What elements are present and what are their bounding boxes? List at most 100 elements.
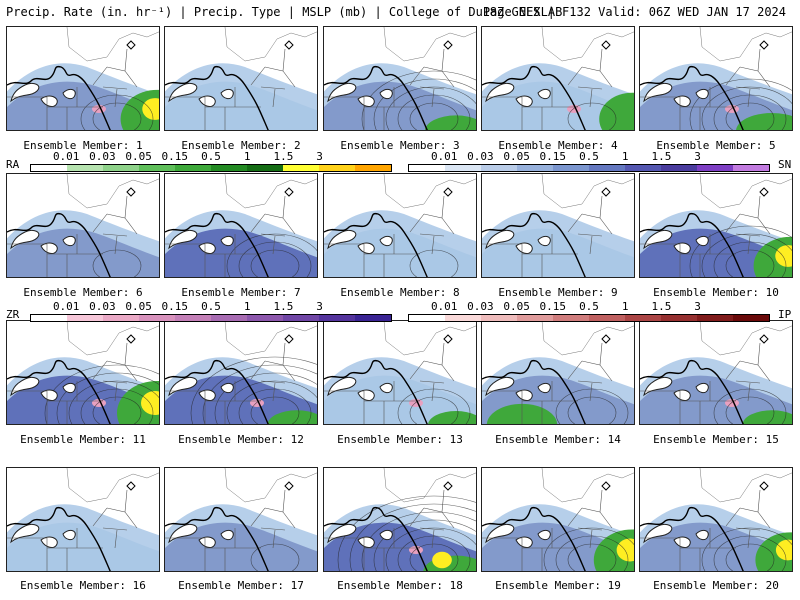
snow-legend-bar	[408, 164, 770, 172]
legend-tick-label: 1.5	[651, 150, 672, 163]
legend-swatch	[31, 315, 67, 321]
legend-swatch	[697, 165, 733, 171]
legend-swatch	[553, 165, 589, 171]
ensemble-member-label: Ensemble Member: 8	[340, 286, 460, 299]
legend-swatch	[517, 165, 553, 171]
ensemble-member-map	[481, 26, 635, 131]
ensemble-member-label: Ensemble Member: 7	[181, 286, 301, 299]
legend-tick-label: 1	[243, 150, 251, 163]
freezing-rain-legend: ZR 0.01 0.03 0.05 0.15 0.5 1 1.5 3	[0, 300, 400, 330]
legend-swatch	[355, 165, 391, 171]
legend-tick-label: 0.01	[430, 300, 458, 313]
legend-swatch	[661, 165, 697, 171]
ensemble-member-label: Ensemble Member: 2	[181, 139, 301, 152]
legend-tick-label: 0.5	[579, 300, 599, 313]
ensemble-member-label: Ensemble Member: 14	[495, 433, 621, 446]
legend-swatch	[139, 165, 175, 171]
ensemble-member-map	[164, 173, 318, 278]
legend-tick-label: 3	[316, 150, 323, 163]
legend-tick-label: 0.5	[579, 150, 599, 163]
snow-legend: 0.01 0.03 0.05 0.15 0.5 1 1.5 3 SN	[400, 150, 800, 180]
ensemble-member-label: Ensemble Member: 15	[653, 433, 779, 446]
rain-legend: RA 0.01 0.03 0.05 0.15 0.5 1 1.5 3	[0, 150, 400, 180]
legend-swatch	[175, 315, 211, 321]
header: Precip. Rate (in. hr⁻¹) | Precip. Type |…	[0, 0, 800, 24]
ensemble-member-map	[639, 467, 793, 572]
ensemble-member-map	[323, 26, 477, 131]
legend-tick-label: 1	[243, 300, 251, 313]
legend-tick-label: 0.03	[89, 300, 116, 313]
valid-time: 18Z GEFS | F132 Valid: 06Z WED JAN 17 20…	[482, 5, 786, 19]
legend-swatch	[283, 315, 319, 321]
legend-tick-label: 0.05	[503, 150, 530, 163]
ensemble-member-map	[481, 320, 635, 425]
legend-swatch	[445, 315, 481, 321]
ensemble-member-label: Ensemble Member: 5	[656, 139, 776, 152]
legend-swatch	[733, 315, 769, 321]
legend-tick-label: 0.15	[161, 150, 189, 163]
ensemble-member-label: Ensemble Member: 3	[340, 139, 460, 152]
legend-tick-label: 0.15	[161, 300, 189, 313]
legend-tick-label: 0.05	[503, 300, 530, 313]
legend-tick-label: 0.5	[201, 150, 221, 163]
legend-swatch	[103, 315, 139, 321]
ensemble-member-label: Ensemble Member: 19	[495, 579, 621, 592]
legend-swatch	[103, 165, 139, 171]
ensemble-member-label: Ensemble Member: 12	[178, 433, 304, 446]
legend-tick-label: 3	[316, 300, 323, 313]
legend-swatch	[481, 165, 517, 171]
ensemble-member-map	[323, 320, 477, 425]
legend-swatch	[445, 165, 481, 171]
ensemble-member-label: Ensemble Member: 11	[20, 433, 146, 446]
legend-tick-label: 3	[694, 300, 701, 313]
legend-swatch	[589, 165, 625, 171]
ensemble-member-label: Ensemble Member: 1	[23, 139, 143, 152]
ensemble-member-map	[164, 26, 318, 131]
legend-swatch	[139, 315, 175, 321]
legend-tick-label: 0.01	[52, 150, 80, 163]
legend-swatch	[481, 315, 517, 321]
legend-tick-label: 0.01	[430, 150, 458, 163]
legend-swatch	[31, 165, 67, 171]
legend-tick-label: 0.01	[52, 300, 80, 313]
ensemble-member-label: Ensemble Member: 6	[23, 286, 143, 299]
legend-tick-label: 1.5	[273, 150, 294, 163]
legend-tick-label: 1.5	[273, 300, 294, 313]
ensemble-member-label: Ensemble Member: 4	[498, 139, 618, 152]
legend-swatch	[553, 315, 589, 321]
legend-swatch	[211, 165, 247, 171]
rain-legend-cap: RA	[6, 158, 20, 171]
legend-swatch	[661, 315, 697, 321]
ensemble-member-map	[6, 467, 160, 572]
ensemble-member-label: Ensemble Member: 17	[178, 579, 304, 592]
legend-swatch	[589, 315, 625, 321]
legend-swatch	[67, 165, 103, 171]
ensemble-member-map	[639, 320, 793, 425]
legend-swatch	[283, 165, 319, 171]
legend-tick-label: 1	[621, 300, 629, 313]
legend-tick-label: 3	[694, 150, 701, 163]
ensemble-member-map	[6, 320, 160, 425]
legend-tick-label: 0.15	[539, 150, 567, 163]
legend-swatch	[247, 315, 283, 321]
ensemble-member-label: Ensemble Member: 16	[20, 579, 146, 592]
legend-swatch	[517, 315, 553, 321]
ensemble-member-label: Ensemble Member: 13	[337, 433, 463, 446]
ensemble-member-map	[164, 320, 318, 425]
legend-tick-label: 0.03	[467, 300, 494, 313]
ensemble-member-map	[323, 173, 477, 278]
legend-swatch	[409, 315, 445, 321]
legend-tick-label: 1.5	[651, 300, 672, 313]
ensemble-member-label: Ensemble Member: 18	[337, 579, 463, 592]
snow-legend-cap: SN	[778, 158, 792, 171]
legend-swatch	[175, 165, 211, 171]
ensemble-member-map	[6, 26, 160, 131]
ensemble-member-map	[481, 173, 635, 278]
sleet-legend-cap: IP	[778, 308, 792, 321]
legend-swatch	[247, 165, 283, 171]
ensemble-member-map	[481, 467, 635, 572]
freezing-rain-legend-cap: ZR	[6, 308, 20, 321]
rain-legend-bar	[30, 164, 392, 172]
legend-tick-label: 0.15	[539, 300, 567, 313]
ensemble-member-map	[323, 467, 477, 572]
